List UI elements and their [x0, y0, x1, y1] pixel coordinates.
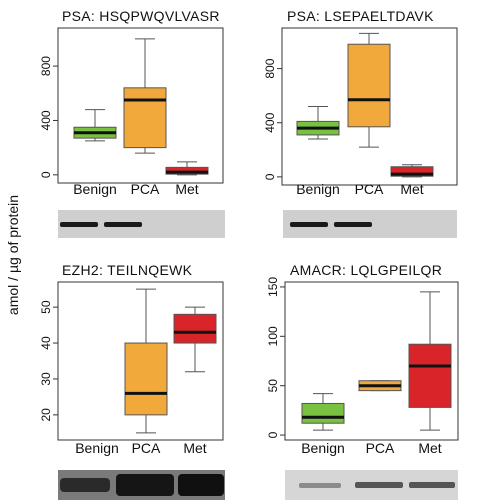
panel-title: EZH2: TEILNQEWK [62, 262, 193, 278]
blot-band-benign [60, 478, 110, 492]
blot-band-pca [334, 222, 372, 227]
box-pca [123, 38, 167, 154]
iqr-box [347, 43, 391, 128]
box-met [165, 161, 209, 176]
y-tick-label: 100 [266, 326, 280, 346]
blot-band-pca [355, 482, 403, 488]
y-tick-label: 400 [39, 110, 53, 130]
western-blot [283, 210, 457, 238]
y-tick-label: 800 [39, 56, 53, 76]
box-benign [296, 106, 340, 140]
category-label-pca: PCA [366, 440, 395, 456]
box-benign [301, 393, 345, 431]
box-pca [358, 380, 402, 392]
y-tick-label: 50 [39, 300, 53, 314]
y-tick-label: 800 [263, 58, 277, 78]
blot-band-pca [116, 474, 174, 496]
plot-frame [57, 281, 224, 441]
blot-band-benign [299, 483, 341, 488]
plot-frame [284, 281, 459, 441]
category-label-met: Met [175, 181, 198, 197]
y-axis-label: amol / µg of protein [5, 195, 21, 315]
blot-band-benign [60, 222, 98, 227]
blot-band-met [178, 474, 224, 496]
blot-band-benign [290, 222, 328, 227]
category-label-pca: PCA [132, 440, 161, 456]
category-label-benign: Benign [75, 440, 119, 456]
iqr-box [123, 87, 167, 149]
western-blot [58, 470, 225, 500]
iqr-box [301, 402, 345, 424]
y-tick-label: 50 [266, 379, 280, 393]
category-label-met: Met [183, 440, 206, 456]
y-tick-label: 0 [263, 173, 277, 180]
panel-title: PSA: HSQPWQVLVASR [62, 8, 220, 24]
box-met [390, 164, 434, 178]
western-blot [285, 470, 458, 500]
box-met [173, 306, 217, 373]
category-label-benign: Benign [301, 440, 345, 456]
panel-2: PSA: LSEPAELTDAVK 0 400 800 Benign PCA Met [263, 8, 458, 238]
y-tick-label: 0 [39, 171, 53, 178]
panel-3: EZH2: TEILNQEWK 20 30 40 50 Benign PCA Met [39, 262, 225, 500]
category-label-met: Met [400, 181, 423, 197]
y-tick-label: 0 [266, 431, 280, 438]
blot-band-met [409, 482, 455, 488]
western-blot [58, 210, 225, 238]
panel-title: PSA: LSEPAELTDAVK [287, 8, 434, 24]
box-benign [73, 109, 117, 142]
box-met [408, 291, 452, 431]
blot-band-pca [104, 222, 142, 227]
iqr-box [124, 342, 168, 416]
box-pca [124, 288, 168, 434]
iqr-box [173, 313, 217, 344]
iqr-box [408, 343, 452, 408]
panel-title: AMACR: LQLGPEILQR [290, 262, 442, 278]
y-tick-label: 40 [39, 336, 53, 350]
y-tick-label: 20 [39, 408, 53, 422]
y-tick-label: 30 [39, 372, 53, 386]
category-label-benign: Benign [73, 181, 117, 197]
category-label-benign: Benign [296, 181, 340, 197]
panel-4: AMACR: LQLGPEILQR 0 50 100 150 Benign PCA Met [266, 262, 459, 500]
category-label-met: Met [418, 440, 441, 456]
y-tick-label: 150 [266, 277, 280, 297]
box-pca [347, 32, 391, 148]
plot-frame [281, 27, 458, 186]
panel-1: PSA: HSQPWQVLVASR 0 400 800 Benign PCA Met [39, 8, 225, 238]
category-label-pca: PCA [355, 181, 384, 197]
iqr-box [390, 166, 434, 177]
y-tick-label: 400 [263, 112, 277, 132]
category-label-pca: PCA [131, 181, 160, 197]
plot-frame [57, 27, 224, 184]
